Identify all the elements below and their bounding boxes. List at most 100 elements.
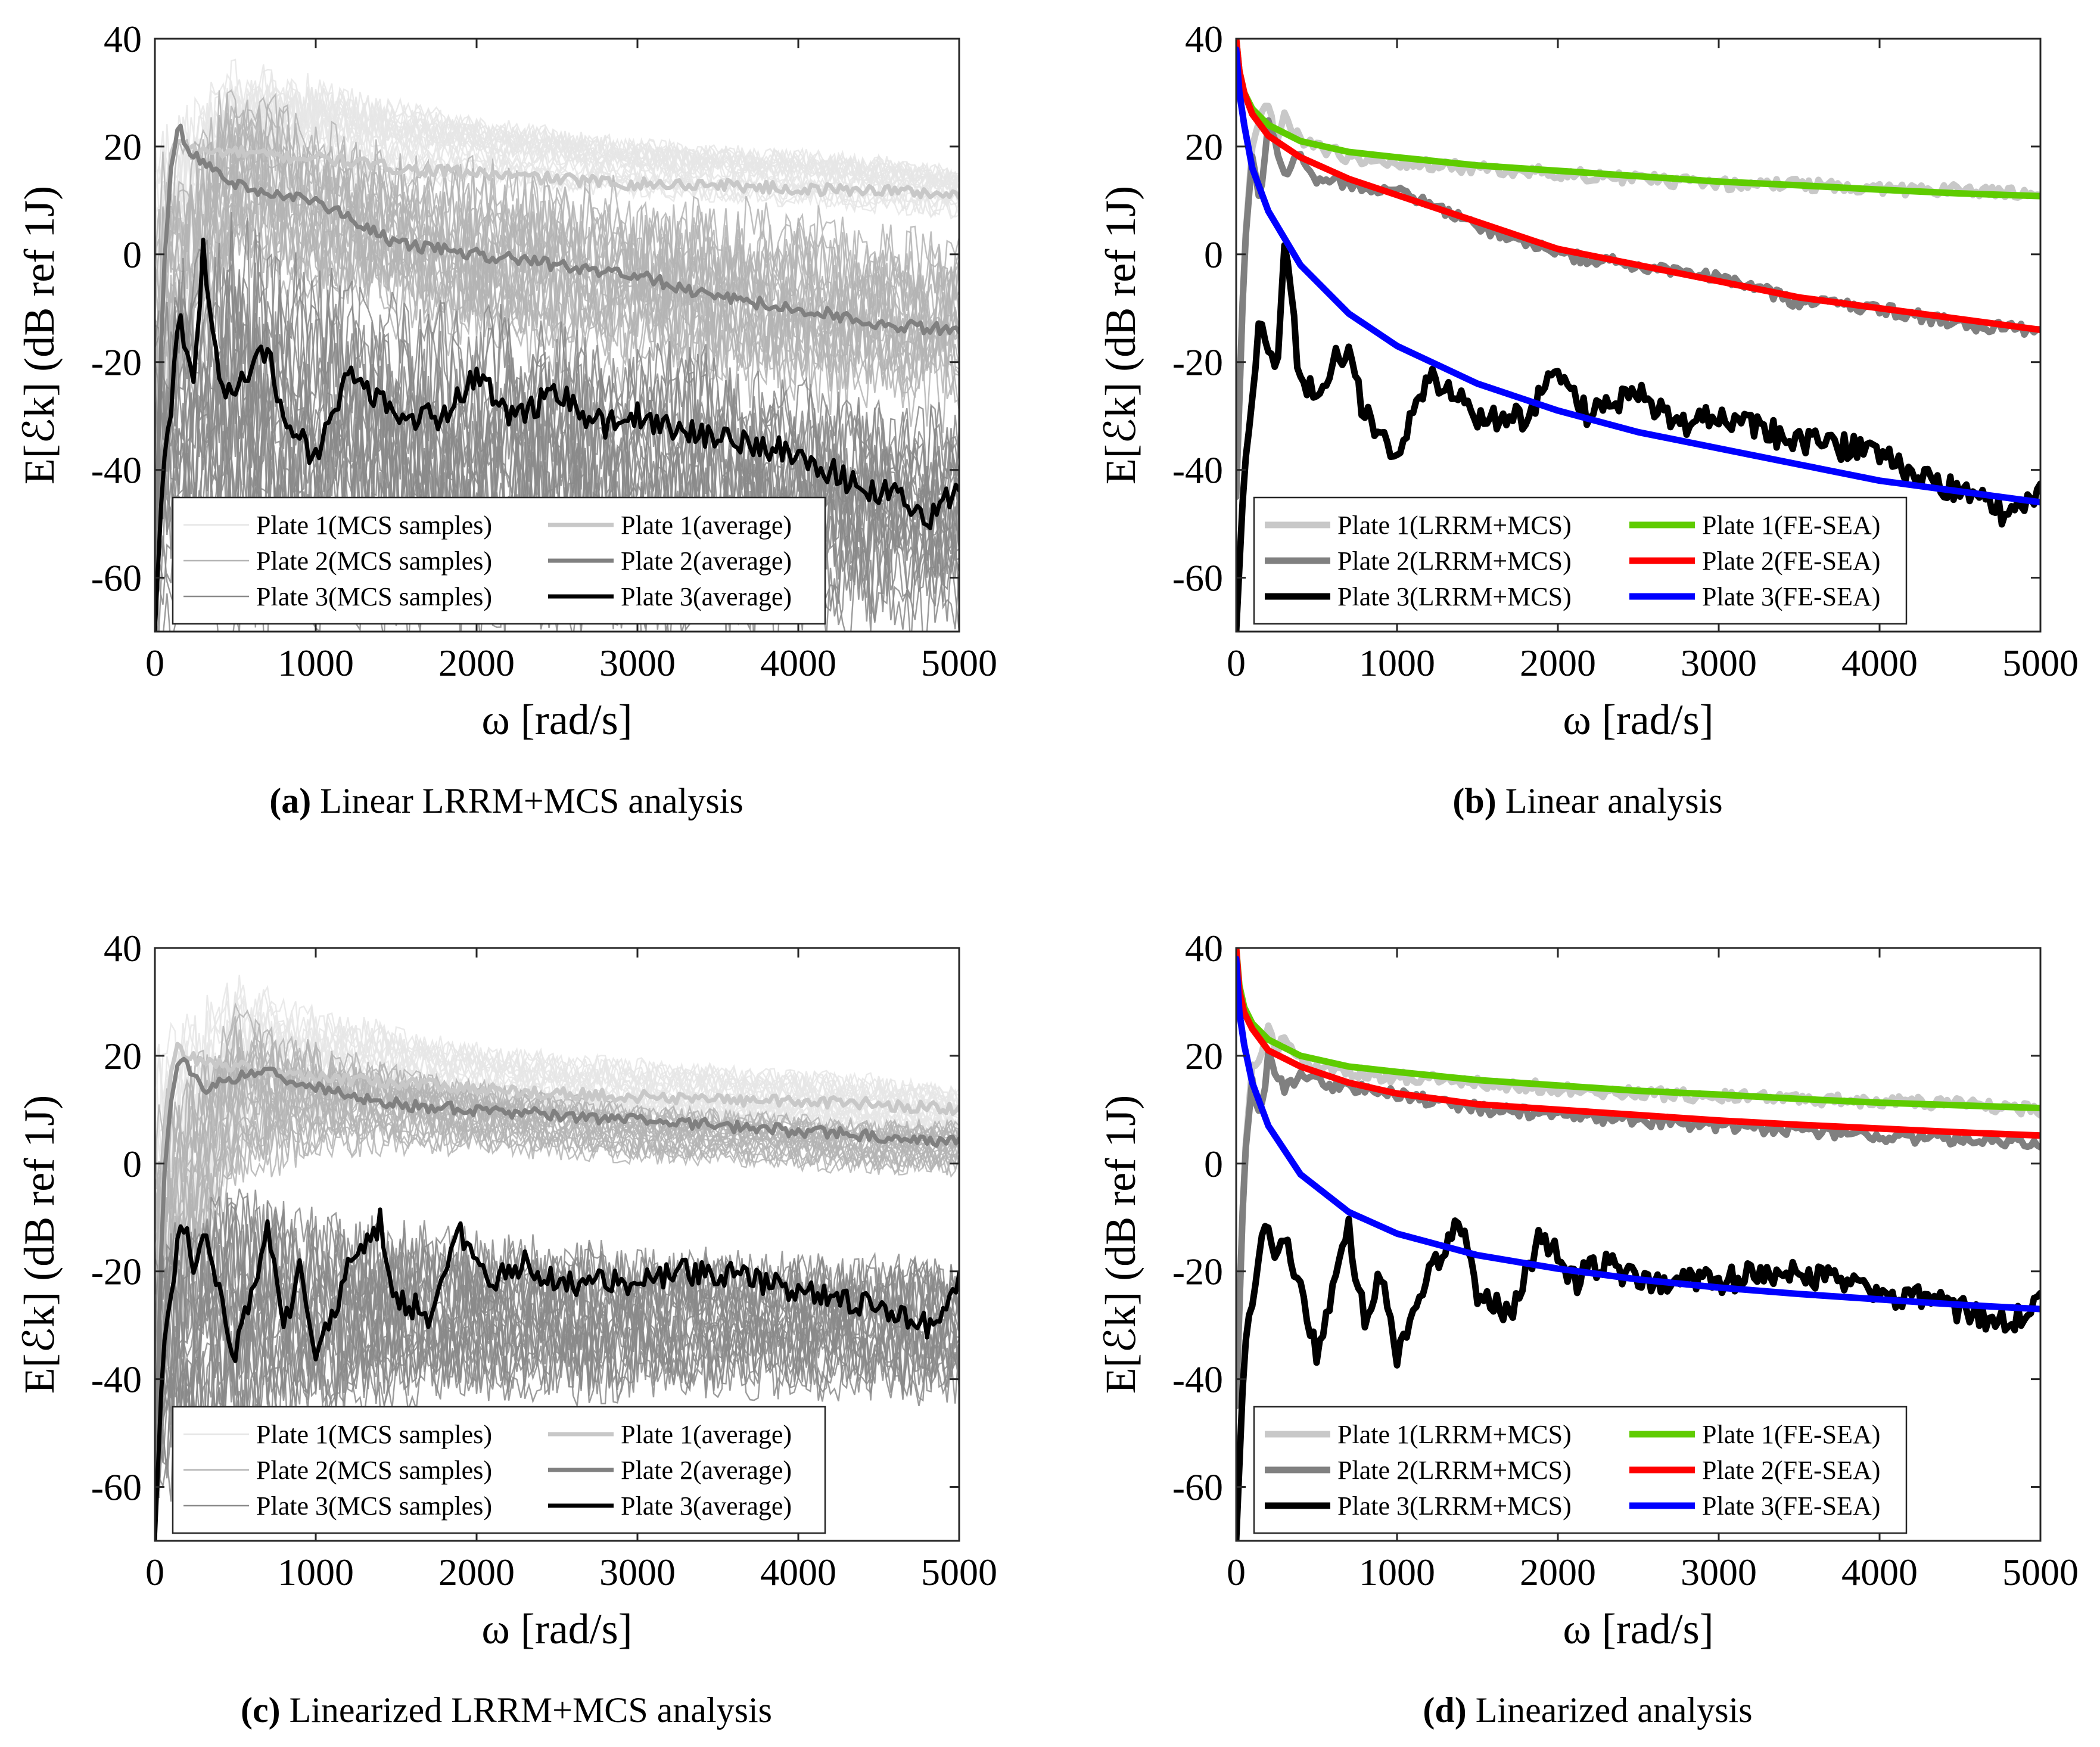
chart-c: 0 1000 2000 3000 4000 5000 40 20 0 -20 -40 -60 ω [ra… xyxy=(15,927,997,1653)
legend-label: Plate 3(average) xyxy=(621,1491,792,1521)
y-tick-label: 40 xyxy=(104,927,142,969)
mcs-sample-line xyxy=(155,1046,959,1305)
series-line-plate-3-fe-sea- xyxy=(1236,955,2040,1313)
mcs-sample-line xyxy=(155,1319,959,1502)
axes-box xyxy=(154,947,960,1542)
y-axis-label: E[ℰk] (dB ref 1J) xyxy=(15,186,63,484)
mcs-sample-line xyxy=(155,89,959,324)
series-line-plate-1-average- xyxy=(155,139,959,580)
y-tick-label: -60 xyxy=(91,1466,142,1509)
legend-label: Plate 2(FE-SEA) xyxy=(1702,546,1880,576)
plot-area xyxy=(155,974,959,1541)
mcs-sample-line xyxy=(155,1195,959,1326)
caption-c-letter: (c) xyxy=(240,1690,281,1730)
legend: Plate 1(LRRM+MCS) Plate 2(LRRM+MCS) Plate … xyxy=(1253,496,1908,625)
chart-a: 0 1000 2000 3000 4000 5000 40 20 0 -20 -40 -60 ω [ra… xyxy=(15,18,997,744)
x-axis-label: ω [rad/s] xyxy=(1563,696,1713,744)
mcs-sample-line xyxy=(155,73,959,232)
y-axis-label: E[ℰk] (dB ref 1J) xyxy=(1097,186,1144,484)
x-tick-label: 2000 xyxy=(438,642,515,684)
legend-box xyxy=(1253,1406,1908,1534)
legend-label: Plate 2(LRRM+MCS) xyxy=(1337,1456,1572,1485)
x-tick-label: 4000 xyxy=(760,1551,836,1593)
mcs-sample-line xyxy=(155,991,959,1126)
y-tick-label: 0 xyxy=(1204,234,1223,276)
mcs-sample-line xyxy=(155,1301,959,1463)
y-tick-label: -60 xyxy=(1172,1466,1223,1509)
x-tick-label: 3000 xyxy=(1681,1551,1757,1593)
x-tick-label: 2000 xyxy=(438,1551,515,1593)
mcs-sample-line xyxy=(155,1099,959,1326)
mcs-samples-2 xyxy=(155,89,959,501)
axes-box xyxy=(1235,947,2042,1542)
legend-label: Plate 1(MCS samples) xyxy=(256,511,492,540)
y-tick-label: 0 xyxy=(1204,1143,1223,1185)
chart-panel-c: 0 1000 2000 3000 4000 5000 40 20 0 -20 -40 -60 ω [ra… xyxy=(0,909,1019,1747)
x-axis-label: ω [rad/s] xyxy=(1563,1605,1713,1653)
y-tick-label: 20 xyxy=(104,1035,142,1077)
legend-box xyxy=(1253,496,1908,625)
x-tick-label: 4000 xyxy=(760,642,836,684)
mcs-sample-line xyxy=(155,153,959,416)
legend-label: Plate 3(FE-SEA) xyxy=(1702,1491,1880,1521)
legend-label: Plate 3(MCS samples) xyxy=(256,1491,492,1521)
ticks: 0 1000 2000 3000 4000 5000 40 20 0 -20 -40 -60 xyxy=(91,927,997,1593)
x-tick-label: 3000 xyxy=(599,642,676,684)
x-tick-label: 3000 xyxy=(1681,642,1757,684)
mcs-sample-line xyxy=(155,998,959,1175)
legend-label: Plate 3(MCS samples) xyxy=(256,582,492,611)
caption-b-text: Linear analysis xyxy=(1496,781,1723,820)
series-line-plate-2-fe-sea- xyxy=(1236,948,2040,1139)
series-line-plate-3-fe-sea- xyxy=(1236,46,2040,506)
legend-label: Plate 3(FE-SEA) xyxy=(1702,582,1880,611)
y-tick-label: -20 xyxy=(1172,1251,1223,1293)
y-tick-label: -20 xyxy=(91,1251,142,1293)
y-tick-label: 0 xyxy=(123,1143,142,1185)
legend-label: Plate 1(FE-SEA) xyxy=(1702,511,1880,540)
chart-panel-d: 0 1000 2000 3000 4000 5000 40 20 0 -20 -40 -60 ω [ra… xyxy=(1081,909,2100,1747)
x-tick-label: 0 xyxy=(1227,1551,1246,1593)
legend-label: Plate 2(MCS samples) xyxy=(256,546,492,576)
x-axis-label: ω [rad/s] xyxy=(481,696,632,744)
mcs-sample-line xyxy=(155,1089,959,1331)
y-axis-label: E[ℰk] (dB ref 1J) xyxy=(15,1095,63,1394)
y-tick-label: -60 xyxy=(1172,557,1223,599)
caption-c-text: Linearized LRRM+MCS analysis xyxy=(280,1690,772,1730)
chart-panel-a: 0 1000 2000 3000 4000 5000 40 20 0 -20 -40 -60 ω [ra… xyxy=(0,0,1019,894)
x-tick-label: 1000 xyxy=(278,642,354,684)
y-tick-label: -40 xyxy=(1172,1359,1223,1401)
x-tick-label: 5000 xyxy=(921,1551,997,1593)
legend-label: Plate 2(MCS samples) xyxy=(256,1456,492,1485)
y-tick-label: 20 xyxy=(1185,1035,1223,1077)
ticks: 0 1000 2000 3000 4000 5000 40 20 0 -20 -40 -60 xyxy=(1172,18,2079,684)
y-tick-label: -60 xyxy=(91,557,142,599)
legend-label: Plate 3(LRRM+MCS) xyxy=(1337,582,1572,611)
mcs-sample-line xyxy=(155,152,959,418)
series-line-plate-1-lrrm-mcs- xyxy=(1236,102,2040,501)
mcs-sample-line xyxy=(155,1201,959,1361)
mcs-sample-line xyxy=(155,1305,959,1463)
x-tick-label: 5000 xyxy=(921,642,997,684)
y-tick-label: 20 xyxy=(104,126,142,168)
legend-label: Plate 1(MCS samples) xyxy=(256,1420,492,1449)
caption-b-letter: (b) xyxy=(1452,781,1497,820)
caption-d-letter: (d) xyxy=(1423,1690,1467,1730)
series-line-plate-2-fe-sea- xyxy=(1236,39,2040,333)
caption-b: (b) Linear analysis xyxy=(1081,781,2094,822)
x-tick-label: 0 xyxy=(145,1551,164,1593)
mcs-sample-line xyxy=(155,77,959,257)
axes-box xyxy=(1235,38,2042,633)
y-tick-label: -20 xyxy=(1172,341,1223,384)
legend-label: Plate 3(average) xyxy=(621,582,792,611)
caption-a: (a) Linear LRRM+MCS analysis xyxy=(0,781,1013,822)
legend: Plate 1(MCS samples) Plate 2(MCS samples)… xyxy=(172,496,826,625)
mcs-sample-line xyxy=(155,1290,959,1479)
legend-label: Plate 2(average) xyxy=(621,1456,792,1485)
chart-d: 0 1000 2000 3000 4000 5000 40 20 0 -20 -40 -60 ω [ra… xyxy=(1097,927,2079,1653)
y-tick-label: -40 xyxy=(1172,449,1223,492)
mcs-sample-line xyxy=(155,1022,959,1207)
mcs-sample-line xyxy=(155,983,959,1143)
series-line-plate-3-lrrm-mcs- xyxy=(1236,1216,2040,1541)
x-tick-label: 1000 xyxy=(1359,642,1435,684)
mcs-sample-line xyxy=(155,186,959,443)
